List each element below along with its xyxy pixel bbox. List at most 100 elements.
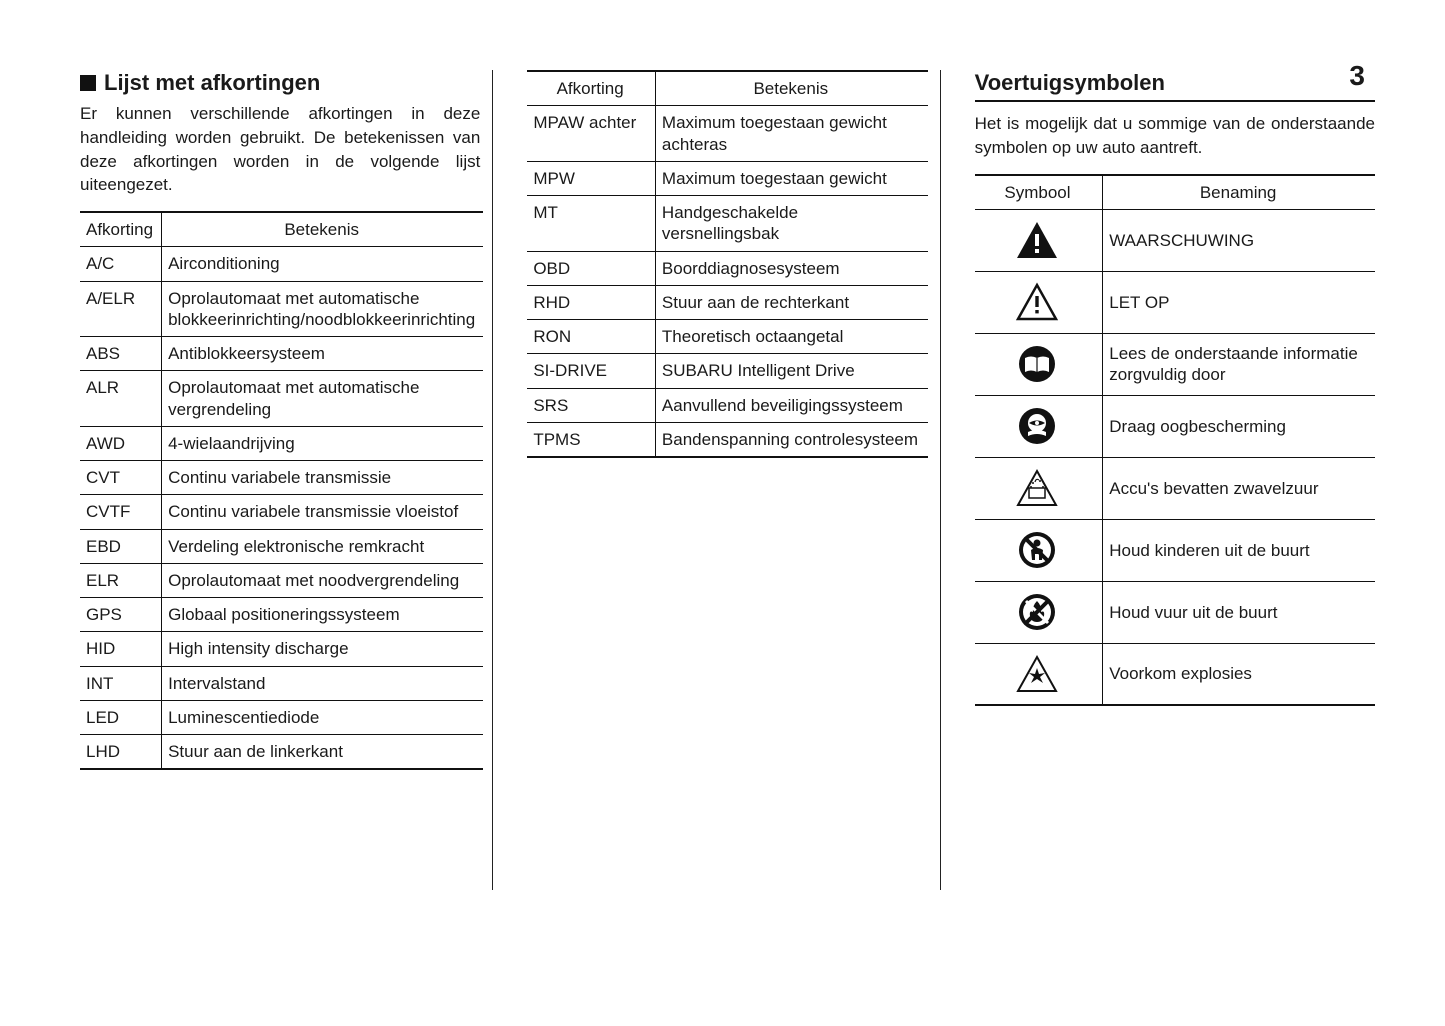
table-row: EBDVerdeling elektronische remkracht <box>80 529 483 563</box>
table-row: RHDStuur aan de rechterkant <box>527 285 927 319</box>
symbol-label: LET OP <box>1103 271 1375 333</box>
table-row: AWD4-wielaandrijving <box>80 426 483 460</box>
symbol-label: Houd vuur uit de buurt <box>1103 581 1375 643</box>
abbrev-cell: INT <box>80 666 162 700</box>
meaning-cell: Oprolautomaat met automatische vergrende… <box>162 371 484 427</box>
table-row: RONTheoretisch octaangetal <box>527 320 927 354</box>
table-header: Betekenis <box>162 212 484 247</box>
battery-acid-icon <box>975 457 1103 519</box>
table-row: Voorkom explosies <box>975 643 1375 705</box>
meaning-cell: Airconditioning <box>162 247 484 281</box>
table-row: Houd vuur uit de buurt <box>975 581 1375 643</box>
column-1: Lijst met afkortingen Er kunnen verschil… <box>80 70 493 890</box>
meaning-cell: High intensity discharge <box>162 632 484 666</box>
abbrev-cell: RON <box>527 320 655 354</box>
meaning-cell: Maximum toegestaan gewicht achteras <box>655 106 927 162</box>
table-row: ELROprolautomaat met noodvergrendeling <box>80 563 483 597</box>
abbrev-cell: CVT <box>80 461 162 495</box>
abbrev-cell: AWD <box>80 426 162 460</box>
table-row: A/CAirconditioning <box>80 247 483 281</box>
meaning-cell: Boorddiagnosesysteem <box>655 251 927 285</box>
abbrev-cell: SRS <box>527 388 655 422</box>
meaning-cell: Bandenspanning controlesysteem <box>655 422 927 457</box>
symbol-label: Accu's bevatten zwavelzuur <box>1103 457 1375 519</box>
col3-heading: Voertuigsymbolen <box>975 70 1375 102</box>
table-row: CVTContinu variabele transmissie <box>80 461 483 495</box>
table-row: INTIntervalstand <box>80 666 483 700</box>
abbrev-cell: MPAW achter <box>527 106 655 162</box>
table-row: Lees de onderstaande informatie zorgvuld… <box>975 333 1375 395</box>
table-row: MTHandgeschakelde versnellingsbak <box>527 196 927 252</box>
symbols-table: Symbool Benaming WAARSCHUWINGLET OPLees … <box>975 174 1375 707</box>
eye-protection-icon <box>975 395 1103 457</box>
table-row: LHDStuur aan de linkerkant <box>80 735 483 770</box>
abbrev-cell: GPS <box>80 598 162 632</box>
table-row: SI-DRIVESUBARU Intelligent Drive <box>527 354 927 388</box>
col1-heading: Lijst met afkortingen <box>80 70 480 96</box>
table-row: LET OP <box>975 271 1375 333</box>
explosion-icon <box>975 643 1103 705</box>
table-row: LEDLuminescentiediode <box>80 700 483 734</box>
abbrev-cell: MT <box>527 196 655 252</box>
meaning-cell: 4-wielaandrijving <box>162 426 484 460</box>
abbrev-cell: ABS <box>80 337 162 371</box>
meaning-cell: Maximum toegestaan gewicht <box>655 161 927 195</box>
symbol-label: Lees de onderstaande informatie zorgvuld… <box>1103 333 1375 395</box>
abbrev-cell: SI-DRIVE <box>527 354 655 388</box>
abbrev-table-2: Afkorting Betekenis MPAW achterMaximum t… <box>527 70 927 458</box>
symbol-label: Draag oogbescherming <box>1103 395 1375 457</box>
meaning-cell: Verdeling elektronische remkracht <box>162 529 484 563</box>
abbrev-table-1: Afkorting Betekenis A/CAirconditioningA/… <box>80 211 483 770</box>
meaning-cell: Stuur aan de linkerkant <box>162 735 484 770</box>
table-header: Afkorting <box>527 71 655 106</box>
read-manual-icon <box>975 333 1103 395</box>
abbrev-cell: HID <box>80 632 162 666</box>
symbol-label: WAARSCHUWING <box>1103 209 1375 271</box>
bullet-square-icon <box>80 75 96 91</box>
col3-heading-text: Voertuigsymbolen <box>975 70 1165 95</box>
abbrev-cell: ALR <box>80 371 162 427</box>
abbrev-cell: RHD <box>527 285 655 319</box>
abbrev-cell: CVTF <box>80 495 162 529</box>
table-row: WAARSCHUWING <box>975 209 1375 271</box>
meaning-cell: Continu variabele transmissie <box>162 461 484 495</box>
caution-outline-icon <box>975 271 1103 333</box>
meaning-cell: Oprolautomaat met noodvergrendeling <box>162 563 484 597</box>
no-children-icon <box>975 519 1103 581</box>
table-row: Draag oogbescherming <box>975 395 1375 457</box>
table-row: Houd kinderen uit de buurt <box>975 519 1375 581</box>
meaning-cell: Luminescentiediode <box>162 700 484 734</box>
table-header: Benaming <box>1103 175 1375 210</box>
abbrev-cell: A/C <box>80 247 162 281</box>
table-row: MPAW achterMaximum toegestaan gewicht ac… <box>527 106 927 162</box>
table-row: HIDHigh intensity discharge <box>80 632 483 666</box>
table-row: A/ELROprolautomaat met automatische blok… <box>80 281 483 337</box>
meaning-cell: Oprolautomaat met automatische blokkeeri… <box>162 281 484 337</box>
meaning-cell: Intervalstand <box>162 666 484 700</box>
table-header: Afkorting <box>80 212 162 247</box>
meaning-cell: Globaal positioneringssysteem <box>162 598 484 632</box>
table-row: OBDBoorddiagnosesysteem <box>527 251 927 285</box>
column-3: Voertuigsymbolen Het is mogelijk dat u s… <box>975 70 1375 890</box>
abbrev-cell: LED <box>80 700 162 734</box>
table-row: GPSGlobaal positioneringssysteem <box>80 598 483 632</box>
abbrev-cell: EBD <box>80 529 162 563</box>
abbrev-cell: OBD <box>527 251 655 285</box>
table-row: ALROprolautomaat met automatische vergre… <box>80 371 483 427</box>
table-row: CVTFContinu variabele transmissie vloeis… <box>80 495 483 529</box>
meaning-cell: SUBARU Intelligent Drive <box>655 354 927 388</box>
table-header: Symbool <box>975 175 1103 210</box>
meaning-cell: Handgeschakelde versnellingsbak <box>655 196 927 252</box>
abbrev-cell: ELR <box>80 563 162 597</box>
meaning-cell: Continu variabele transmissie vloeistof <box>162 495 484 529</box>
table-header: Betekenis <box>655 71 927 106</box>
abbrev-cell: A/ELR <box>80 281 162 337</box>
abbrev-cell: MPW <box>527 161 655 195</box>
abbrev-cell: LHD <box>80 735 162 770</box>
symbol-label: Houd kinderen uit de buurt <box>1103 519 1375 581</box>
meaning-cell: Aanvullend beveiligingssysteem <box>655 388 927 422</box>
table-row: SRSAanvullend beveiligingssysteem <box>527 388 927 422</box>
table-row: TPMSBandenspanning controlesysteem <box>527 422 927 457</box>
col3-intro: Het is mogelijk dat u sommige van de ond… <box>975 112 1375 160</box>
no-fire-icon <box>975 581 1103 643</box>
